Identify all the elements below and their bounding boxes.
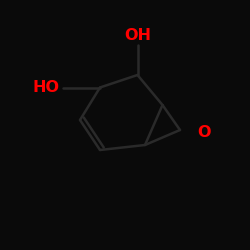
Text: HO: HO — [33, 80, 60, 95]
Text: OH: OH — [124, 28, 151, 42]
Text: O: O — [198, 125, 211, 140]
